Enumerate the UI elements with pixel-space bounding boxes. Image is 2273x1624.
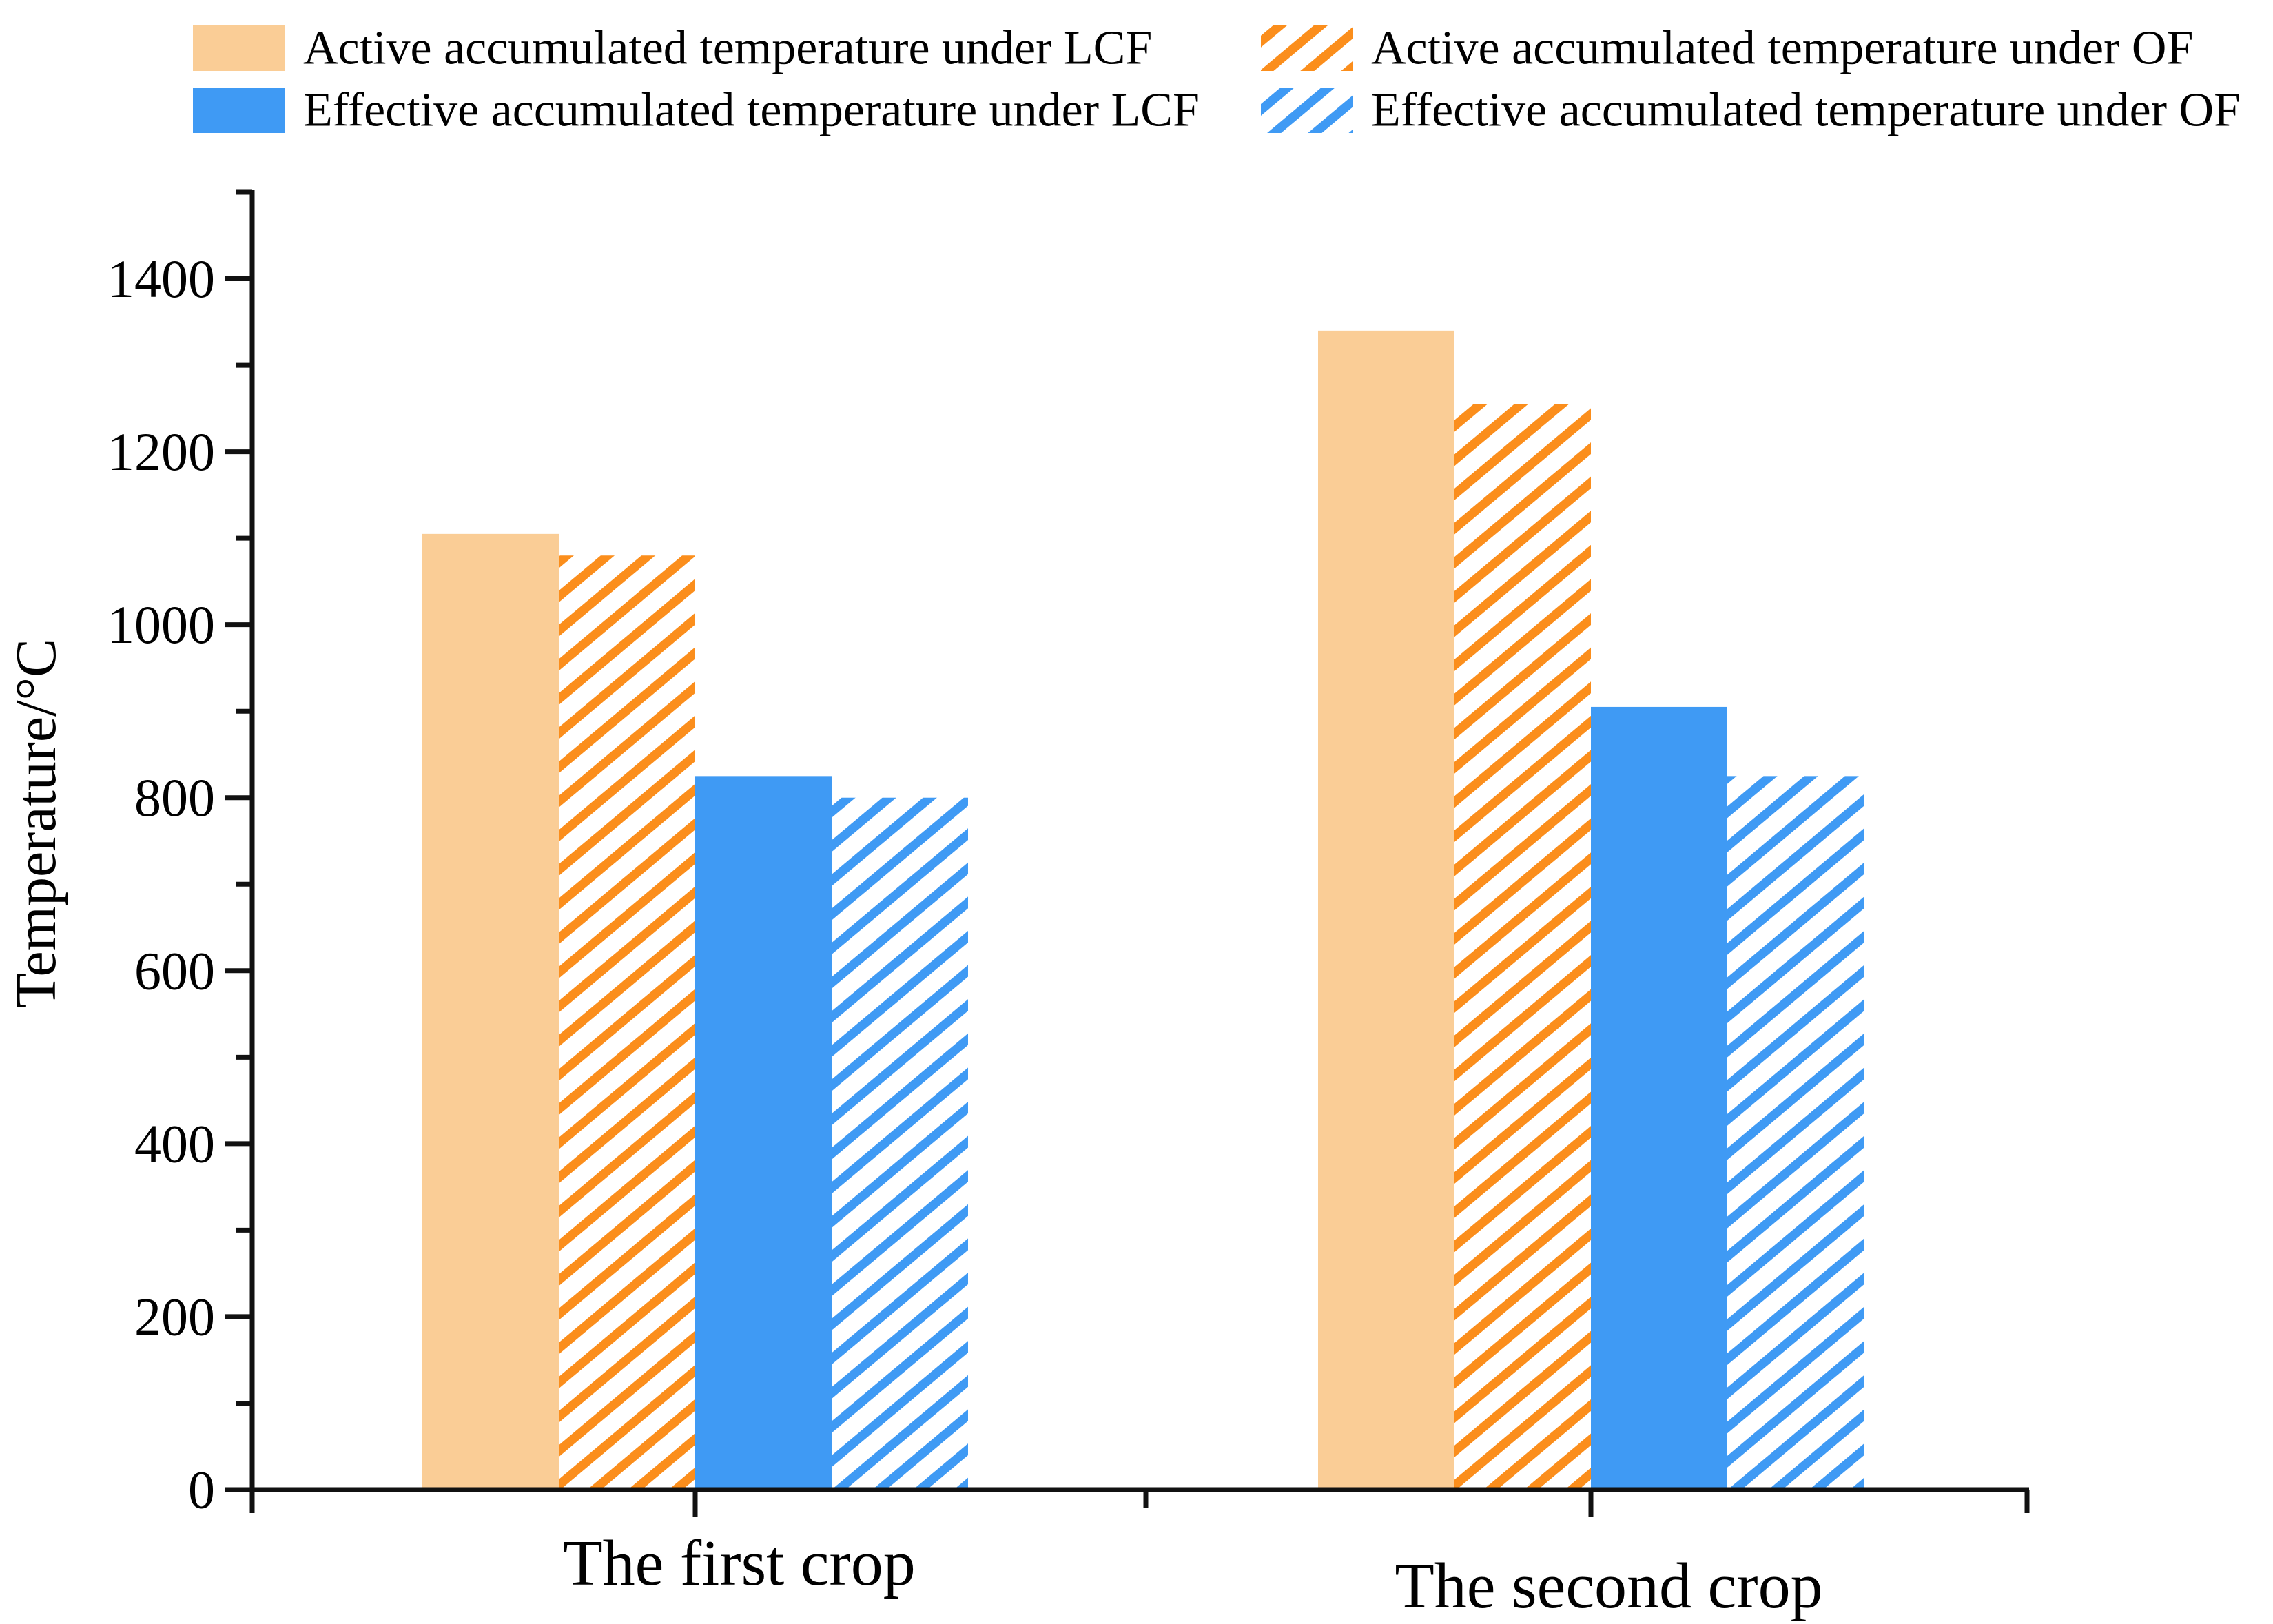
x-category-label-2: The second crop <box>1395 1550 1822 1622</box>
legend-swatch-hatch-blue <box>1261 88 1353 133</box>
legend-label: Effective accumulated temperature under … <box>1371 84 2241 137</box>
bars <box>422 330 1864 1490</box>
y-tick-label-1200: 1200 <box>107 422 215 482</box>
y-tick-label-1000: 1000 <box>107 595 215 655</box>
legend-swatch-solid-blue <box>193 88 285 133</box>
bar-active-of-crop1 <box>559 555 695 1490</box>
x-category-label-1: The first crop <box>563 1528 916 1599</box>
bar-effective-lcf-crop2 <box>1591 706 1727 1490</box>
y-tick-label-1400: 1400 <box>107 249 215 309</box>
bar-effective-of-crop2 <box>1727 776 1864 1490</box>
legend-item-effective-of: Effective accumulated temperature under … <box>1261 84 2241 137</box>
legend-label: Active accumulated temperature under OF <box>1371 22 2193 75</box>
y-axis-title: Temperature/°C <box>4 639 68 1008</box>
legend-item-active-of: Active accumulated temperature under OF <box>1261 22 2193 75</box>
bar-active-of-crop2 <box>1454 404 1591 1490</box>
legend-swatch-solid-orange <box>193 25 285 71</box>
y-axis-ticks <box>225 189 252 1492</box>
legend-item-active-lcf: Active accumulated temperature under LCF <box>193 22 1152 75</box>
legend-label: Effective accumulated temperature under … <box>303 84 1200 137</box>
x-axis-category-labels: The first crop The second crop <box>563 1528 1822 1622</box>
legend: Active accumulated temperature under LCF… <box>193 22 2241 137</box>
y-tick-label-400: 400 <box>134 1113 215 1173</box>
legend-swatch-hatch-orange <box>1261 25 1353 71</box>
bar-active-lcf-crop1 <box>422 533 559 1490</box>
y-tick-label-800: 800 <box>134 768 215 828</box>
y-tick-label-600: 600 <box>134 941 215 1000</box>
legend-item-effective-lcf: Effective accumulated temperature under … <box>193 84 1200 137</box>
y-tick-label-200: 200 <box>134 1286 215 1346</box>
bar-effective-lcf-crop1 <box>695 776 832 1490</box>
x-axis-ticks <box>249 1490 2030 1517</box>
bar-effective-of-crop1 <box>832 797 968 1490</box>
legend-label: Active accumulated temperature under LCF <box>303 22 1152 75</box>
y-tick-label-0: 0 <box>188 1460 215 1520</box>
y-axis-tick-labels: 0 200 400 600 800 1000 1200 1400 <box>107 249 215 1519</box>
bar-active-lcf-crop2 <box>1318 330 1454 1490</box>
